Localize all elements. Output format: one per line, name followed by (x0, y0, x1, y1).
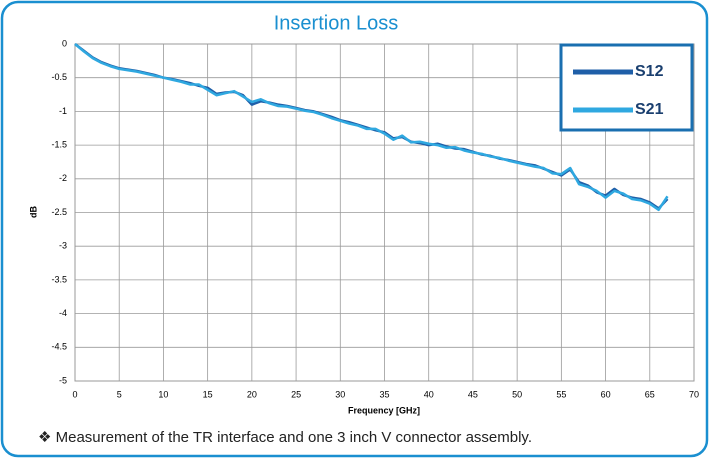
x-tick-label: 0 (72, 389, 77, 399)
legend-label: S12 (635, 63, 664, 80)
y-tick-label: -4 (59, 308, 67, 318)
y-tick-label: -2 (59, 173, 67, 183)
x-tick-label: 10 (158, 389, 168, 399)
x-axis-label: Frequency [GHz] (348, 405, 420, 415)
x-tick-label: 60 (601, 389, 611, 399)
x-tick-label: 40 (424, 389, 434, 399)
y-tick-label: -4.5 (51, 342, 67, 352)
y-tick-label: -0.5 (51, 72, 67, 82)
x-tick-label: 25 (291, 389, 301, 399)
y-axis-label: dB (28, 206, 38, 218)
x-tick-label: 30 (335, 389, 345, 399)
x-tick-label: 35 (379, 389, 389, 399)
series-line (74, 43, 669, 212)
y-tick-label: -5 (59, 375, 67, 385)
chart-title: Insertion Loss (274, 12, 399, 34)
x-tick-label: 5 (117, 389, 122, 399)
footnote: ❖ Measurement of the TR interface and on… (38, 429, 532, 446)
y-tick-label: 0 (62, 38, 67, 48)
x-tick-label: 50 (512, 389, 522, 399)
legend-box (559, 43, 694, 132)
legend-label: S21 (635, 101, 664, 118)
x-tick-label: 55 (556, 389, 566, 399)
x-tick-label: 45 (468, 389, 478, 399)
y-tick-label: -3.5 (51, 274, 67, 284)
y-tick-label: -1 (59, 106, 67, 116)
x-tick-label: 15 (203, 389, 213, 399)
x-tick-label: 70 (689, 389, 699, 399)
y-tick-label: -2.5 (51, 207, 67, 217)
x-tick-label: 65 (645, 389, 655, 399)
x-tick-label: 20 (247, 389, 257, 399)
y-tick-label: -1.5 (51, 139, 67, 149)
y-tick-label: -3 (59, 241, 67, 251)
